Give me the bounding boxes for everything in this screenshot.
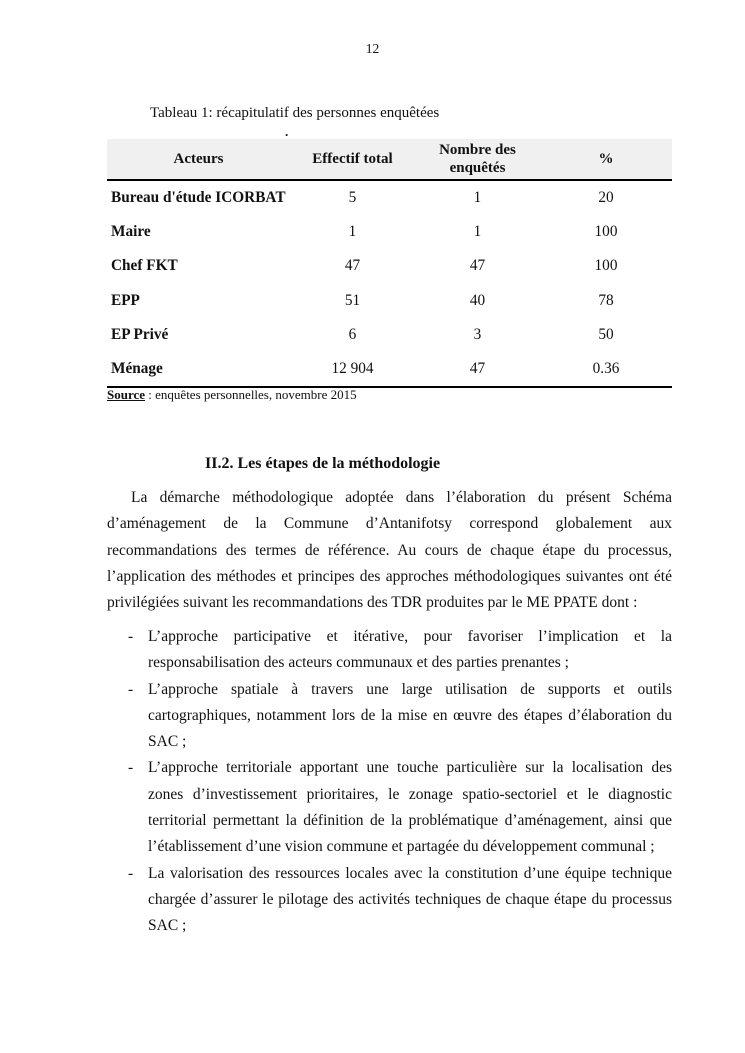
list-item-text: L’approche territoriale apportant une to… — [148, 759, 672, 856]
cell-pct: 100 — [594, 257, 618, 275]
cell-pct: 100 — [594, 222, 618, 240]
column-header-effectif-total: Effectif total — [290, 139, 415, 181]
table-body: Bureau d'étude ICORBAT 5 1 20 Maire 1 1 … — [107, 180, 672, 387]
cell-effectif: 1 — [348, 222, 357, 240]
dash-bullet-marker: - — [128, 759, 134, 777]
cell-effectif: 5 — [348, 188, 357, 206]
cell-enquetes: 40 — [469, 291, 486, 309]
survey-recap-table: Acteurs Effectif total Nombre des enquêt… — [107, 139, 672, 388]
cell-effectif: 6 — [348, 326, 357, 344]
source-text: : enquêtes personnelles, novembre 2015 — [145, 387, 357, 402]
dash-bullet-marker: - — [128, 680, 134, 698]
table-header: Acteurs Effectif total Nombre des enquêt… — [107, 139, 672, 181]
cell-pct: 50 — [598, 326, 614, 344]
column-header-nombre-enquetes: Nombre des enquêtés — [415, 139, 540, 181]
table-header-row: Acteurs Effectif total Nombre des enquêt… — [107, 139, 672, 181]
list-item-text: L’approche participative et itérative, p… — [148, 628, 672, 672]
page-content: Tableau 1: récapitulatif des personnes e… — [107, 0, 672, 1053]
table-source-note: Source : enquêtes personnelles, novembre… — [107, 387, 357, 403]
bullet-list: - L’approche participative et itérative,… — [107, 624, 672, 940]
cell-enquetes: 3 — [473, 326, 482, 344]
cell-acteur: Maire — [111, 222, 151, 240]
table-row: EPP 51 40 78 — [107, 284, 672, 319]
cell-effectif: 47 — [344, 257, 361, 275]
cell-acteur: EP Privé — [111, 326, 169, 344]
list-item-text: L’approche spatiale à travers une large … — [148, 680, 672, 751]
cell-pct: 20 — [598, 188, 614, 206]
list-item: - L’approche spatiale à travers une larg… — [107, 677, 672, 756]
cell-acteur: Bureau d'étude ICORBAT — [111, 188, 286, 206]
page-number: 12 — [365, 41, 380, 56]
table-row: Ménage 12 904 47 0.36 — [107, 353, 672, 388]
list-item: - L’approche participative et itérative,… — [107, 624, 672, 677]
cell-effectif: 12 904 — [331, 360, 374, 378]
list-item: - L’approche territoriale apportant une … — [107, 755, 672, 860]
list-item: - La valorisation des ressources locales… — [107, 861, 672, 940]
cell-acteur: Ménage — [111, 360, 163, 378]
stray-dot-mark: . — [285, 124, 289, 139]
table-caption: Tableau 1: récapitulatif des personnes e… — [150, 105, 440, 121]
cell-pct: 78 — [598, 291, 614, 309]
cell-acteur: EPP — [111, 291, 140, 309]
cell-pct: 0.36 — [592, 360, 620, 378]
intro-paragraph: La démarche méthodologique adoptée dans … — [107, 489, 672, 612]
cell-enquetes: 1 — [473, 188, 482, 206]
column-header-acteurs: Acteurs — [107, 139, 290, 181]
column-header-pourcentage: % — [540, 139, 672, 181]
cell-enquetes: 47 — [469, 360, 486, 378]
cell-enquetes: 1 — [473, 222, 482, 240]
cell-effectif: 51 — [344, 291, 361, 309]
section-heading: II.2. Les étapes de la méthodologie — [205, 455, 441, 472]
source-label: Source — [107, 387, 146, 402]
table-row: EP Privé 6 3 50 — [107, 318, 672, 353]
dash-bullet-marker: - — [128, 864, 134, 882]
list-item-text: La valorisation des ressources locales a… — [148, 864, 672, 935]
dash-bullet-marker: - — [128, 628, 134, 645]
table-row: Chef FKT 47 47 100 — [107, 249, 672, 284]
cell-enquetes: 47 — [469, 257, 486, 275]
cell-acteur: Chef FKT — [111, 257, 178, 275]
table-row: Maire 1 1 100 — [107, 215, 672, 250]
table-row: Bureau d'étude ICORBAT 5 1 20 — [107, 180, 672, 215]
